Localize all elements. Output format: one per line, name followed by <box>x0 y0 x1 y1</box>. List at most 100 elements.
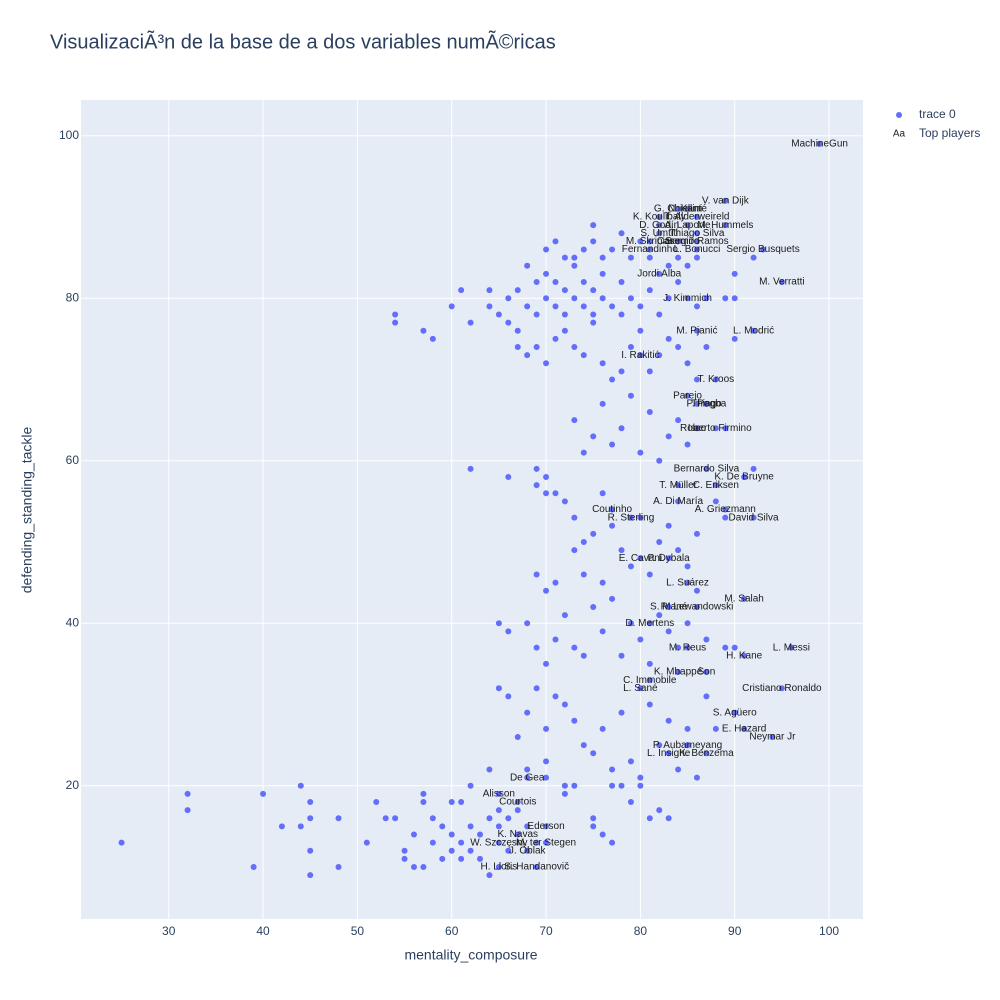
point <box>561 254 568 261</box>
point-label: L. Messi <box>773 642 810 653</box>
point <box>609 376 616 383</box>
point <box>656 612 663 619</box>
point <box>543 587 550 594</box>
point <box>609 782 616 789</box>
point-label: S. Handanovič <box>504 862 569 873</box>
point <box>618 230 625 237</box>
point <box>675 254 682 261</box>
point <box>297 782 304 789</box>
point <box>467 319 474 326</box>
point <box>467 465 474 472</box>
point-label: M. Verratti <box>759 277 805 288</box>
point <box>684 563 691 570</box>
point <box>618 652 625 659</box>
point <box>599 579 606 586</box>
point-label: L. Bonucci <box>674 244 721 255</box>
point <box>684 725 691 732</box>
y-tick-label: 80 <box>66 290 80 304</box>
point <box>571 254 578 261</box>
point <box>627 514 634 521</box>
point <box>514 327 521 334</box>
point <box>580 449 587 456</box>
point-label: M. ter Stegen <box>516 837 576 848</box>
point <box>533 839 540 846</box>
point <box>486 815 493 822</box>
point <box>646 677 653 684</box>
point <box>543 246 550 253</box>
point <box>599 254 606 261</box>
point <box>675 669 682 675</box>
point-label: Roberto Firmino <box>680 423 752 434</box>
y-tick-label: 60 <box>66 453 80 467</box>
point <box>514 799 521 805</box>
point-label: L. Suárez <box>666 577 709 588</box>
point-label: S. Agüero <box>713 707 757 718</box>
point <box>627 392 634 399</box>
point <box>571 717 578 724</box>
point <box>486 872 493 879</box>
point-label: A. Laporte <box>664 220 711 231</box>
point <box>448 831 455 838</box>
point <box>712 725 719 732</box>
point-label: K. De Bruyne <box>714 472 774 483</box>
point <box>401 847 408 854</box>
x-tick-label: 70 <box>539 924 553 938</box>
point <box>609 441 616 448</box>
y-tick-label: 100 <box>59 128 79 142</box>
point <box>609 246 616 253</box>
point <box>543 474 550 480</box>
point <box>486 287 493 294</box>
point <box>514 807 521 814</box>
point <box>609 522 616 529</box>
point <box>533 571 540 578</box>
point <box>524 766 531 773</box>
point <box>543 725 550 732</box>
point <box>665 262 672 269</box>
point <box>552 303 559 310</box>
point <box>637 685 644 692</box>
point-label: S. Mané <box>650 602 688 613</box>
x-axis-title: mentality_composure <box>404 947 537 963</box>
point <box>693 327 700 334</box>
point-label: M. Hummels <box>697 220 753 231</box>
point <box>618 425 625 432</box>
point <box>514 831 521 838</box>
point <box>646 660 653 667</box>
point <box>495 685 502 692</box>
point <box>778 685 785 692</box>
point <box>524 823 531 830</box>
point <box>722 425 729 432</box>
point-label: N. Kanté <box>668 204 707 215</box>
point <box>693 774 700 781</box>
point <box>693 376 700 383</box>
point <box>637 636 644 643</box>
point-label: L. Insigne <box>647 748 691 759</box>
point-label: K. Benzema <box>679 748 734 759</box>
point <box>429 335 436 342</box>
point <box>750 327 757 334</box>
point <box>495 790 502 797</box>
point <box>609 303 616 310</box>
point-label: Cristiano Ronaldo <box>742 683 822 694</box>
point <box>561 327 568 334</box>
point <box>684 579 691 586</box>
point <box>637 303 644 310</box>
point-label: G. Chiellini <box>654 204 702 215</box>
point <box>552 579 559 586</box>
point <box>599 831 606 838</box>
point-label: T. Kroos <box>698 374 735 385</box>
point <box>637 352 644 359</box>
point <box>580 539 587 545</box>
point <box>533 685 540 692</box>
point <box>599 400 606 407</box>
point <box>392 311 399 318</box>
point <box>505 693 512 700</box>
point <box>637 449 644 456</box>
point <box>571 417 578 424</box>
point-label: Thiago Silva <box>669 228 724 239</box>
point-label: M. Pjanić <box>676 325 717 336</box>
point <box>543 660 550 667</box>
point <box>439 823 446 830</box>
point <box>665 815 672 822</box>
